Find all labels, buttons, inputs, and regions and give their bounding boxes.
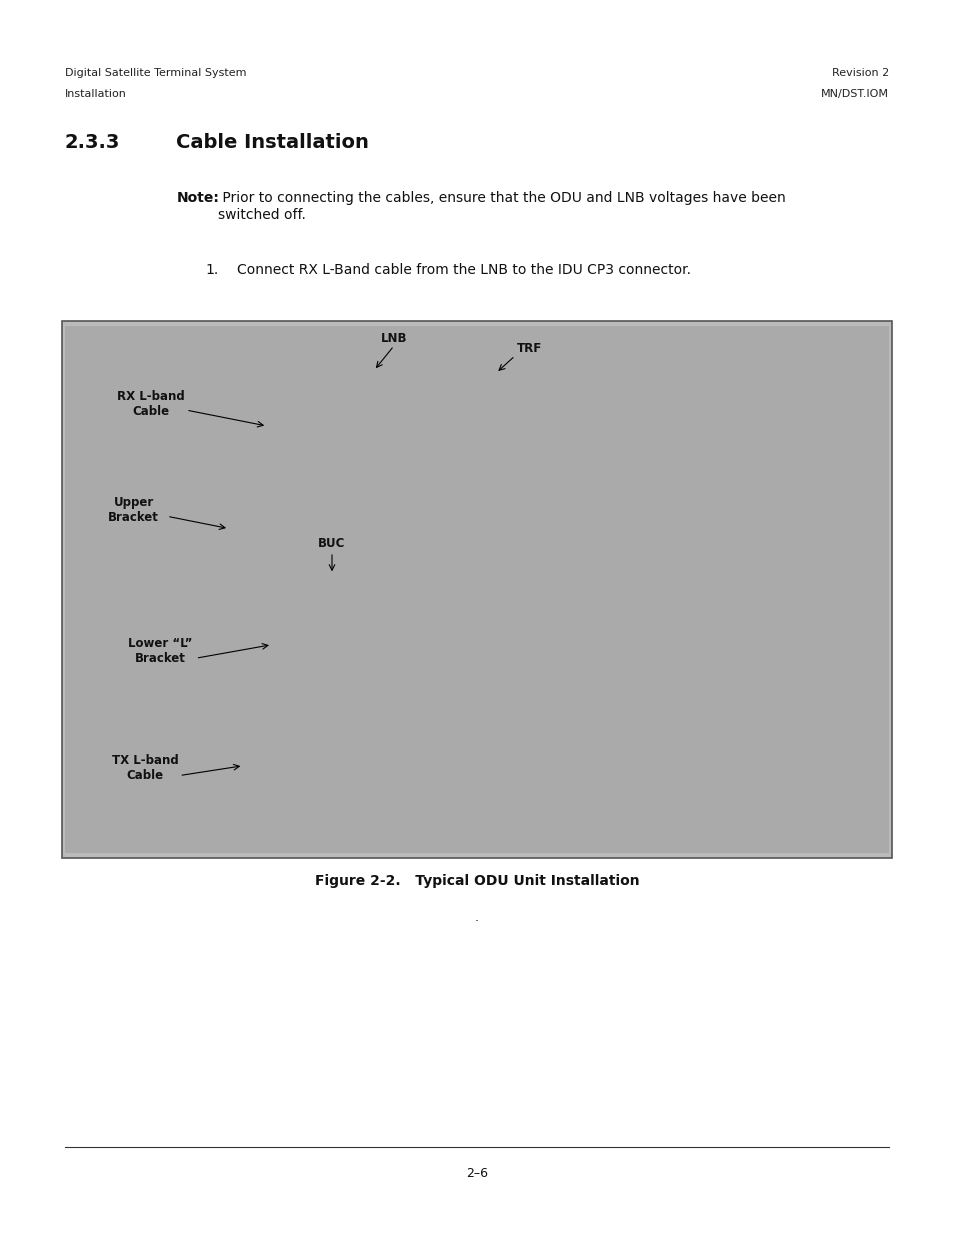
Text: Revision 2: Revision 2	[831, 68, 888, 78]
Text: Cable Installation: Cable Installation	[176, 133, 369, 152]
Bar	[65, 326, 888, 853]
Text: Upper
Bracket: Upper Bracket	[108, 496, 159, 524]
Text: Figure 2-2.   Typical ODU Unit Installation: Figure 2-2. Typical ODU Unit Installatio…	[314, 874, 639, 888]
Text: RX L-band
Cable: RX L-band Cable	[116, 390, 185, 417]
Text: Connect TX L-Band cable from the BUC to the IDU CP1 connector.: Connect TX L-Band cable from the BUC to …	[236, 329, 691, 342]
Text: Installation: Installation	[65, 89, 127, 99]
Text: Prior to connecting the cables, ensure that the ODU and LNB voltages have been
s: Prior to connecting the cables, ensure t…	[217, 191, 784, 221]
Text: Note:: Note:	[176, 191, 219, 205]
Text: Lower “L”
Bracket: Lower “L” Bracket	[128, 637, 193, 664]
Text: LNB: LNB	[380, 332, 407, 345]
Text: 2.3.3: 2.3.3	[65, 133, 120, 152]
Text: MN/DST.IOM: MN/DST.IOM	[821, 89, 888, 99]
Text: TRF: TRF	[517, 342, 541, 354]
Bar	[62, 321, 891, 858]
Text: 2–6: 2–6	[465, 1167, 488, 1181]
Text: Connect RX L-Band cable from the LNB to the IDU CP3 connector.: Connect RX L-Band cable from the LNB to …	[236, 263, 690, 277]
Text: TX L-band
Cable: TX L-band Cable	[112, 755, 178, 782]
Text: 1.: 1.	[205, 263, 218, 277]
Text: .: .	[475, 911, 478, 925]
Text: 2.: 2.	[205, 329, 218, 342]
Text: Digital Satellite Terminal System: Digital Satellite Terminal System	[65, 68, 246, 78]
Text: BUC: BUC	[318, 537, 345, 550]
